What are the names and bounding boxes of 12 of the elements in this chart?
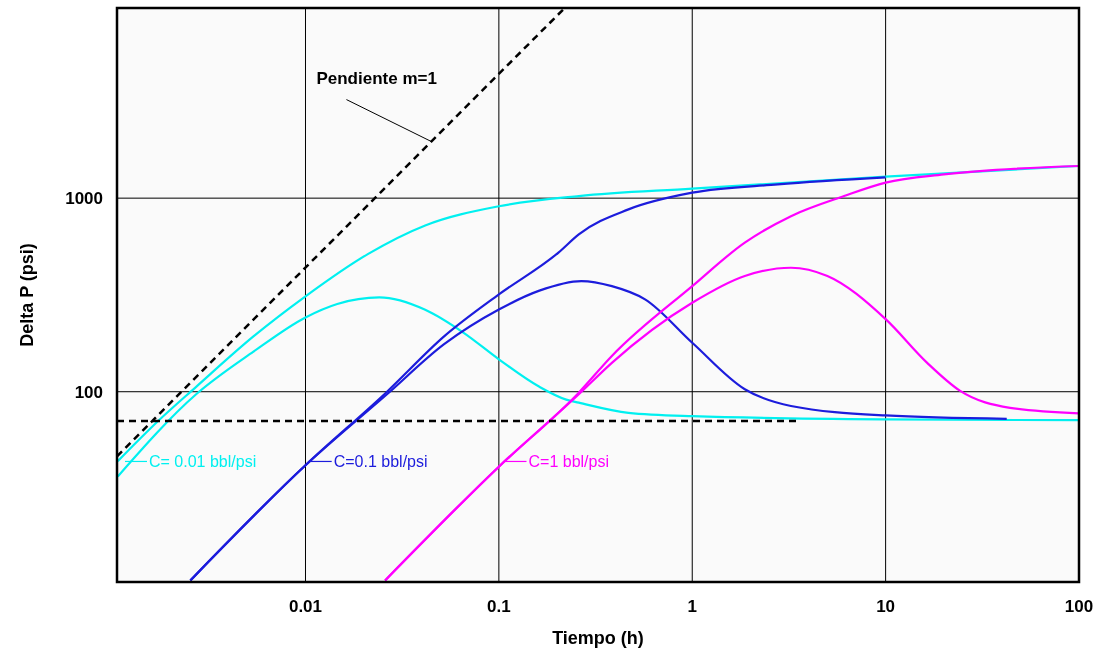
legend-label: C=0.1 bbl/psi (333, 453, 428, 471)
y-axis-title: Delta P (psi) (17, 243, 37, 347)
x-tick-label: 0.01 (288, 597, 323, 616)
x-axis-title: Tiempo (h) (552, 628, 644, 648)
x-tick-label: 100 (1064, 597, 1094, 616)
legend-label: C=1 bbl/psi (528, 453, 609, 471)
annotation: Pendiente m=1 (316, 68, 437, 88)
y-tick-label: 1000 (65, 189, 103, 209)
x-tick-label: 10 (876, 597, 896, 616)
x-tick-label: 0.1 (487, 597, 511, 616)
legend-label: C= 0.01 bbl/psi (149, 453, 257, 471)
x-tick-label: 1 (687, 597, 697, 616)
